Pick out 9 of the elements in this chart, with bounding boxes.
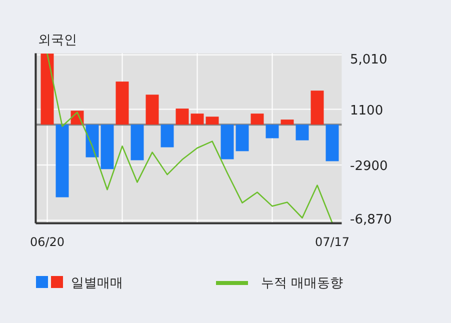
y-tick-label: 5,010 xyxy=(350,52,388,68)
chart-title: 외국인 xyxy=(38,33,77,48)
y-tick-label: -2900 xyxy=(350,158,388,174)
x-tick-label: 06/20 xyxy=(30,235,65,249)
y-tick-label: -6,870 xyxy=(350,212,392,228)
x-tick-label: 07/17 xyxy=(314,235,350,249)
y-tick-label: 1100 xyxy=(350,103,384,118)
legend-label: 일별매매 xyxy=(71,276,123,291)
legend-label: 누적 매매동향 xyxy=(261,276,344,291)
